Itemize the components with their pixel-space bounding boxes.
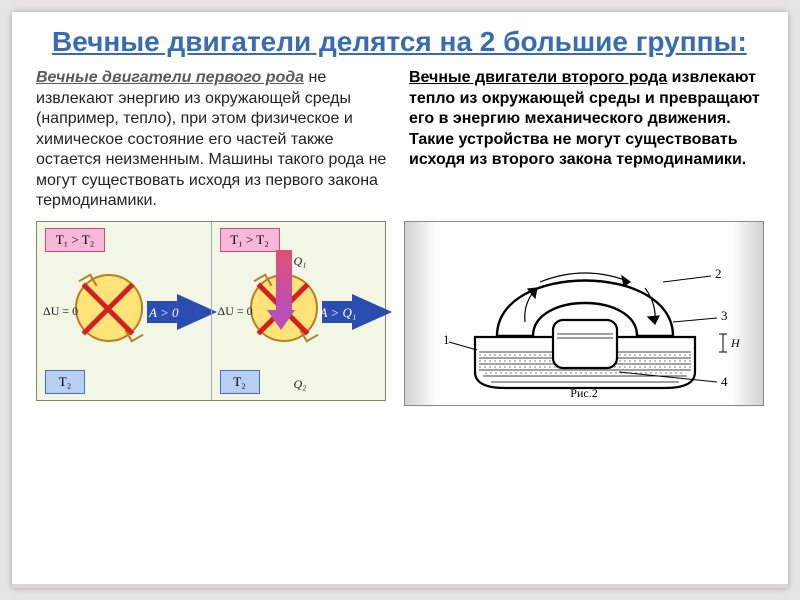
figure-right-caption: Рис.2 [405,386,763,401]
call-1: 1 [443,332,450,347]
panel-1: T₁ > T₂ T₂ A > 0 ΔU = 0 [37,222,211,400]
left-column: Вечные двигатели первого рода не извлека… [36,68,391,211]
slide-title: Вечные двигатели делятся на 2 большие гр… [12,12,788,68]
chip-t1b: T₁ > T₂ [220,228,280,252]
slide: Вечные двигатели делятся на 2 большие гр… [12,12,788,588]
edge-shadow [731,222,763,405]
chip-t2: T₂ [45,370,85,394]
torus-diagram: H 1 2 3 4 [405,222,765,407]
chip-t2b: T₂ [220,370,260,394]
left-lead: Вечные двигатели первого рода [36,69,304,86]
panel-2: T₁ > T₂ T₂ A > Q₁ ΔU = 0 Q₁ Q₂ [211,222,386,400]
figures-row: T₁ > T₂ T₂ A > 0 ΔU = 0 T₁ > T₂ T₂ A > Q… [12,211,788,406]
chip-t1: T₁ > T₂ [45,228,105,252]
content-columns: Вечные двигатели первого рода не извлека… [12,68,788,211]
left-paragraph: Вечные двигатели первого рода не извлека… [36,68,391,211]
q-arrow [273,250,295,330]
figure-left: T₁ > T₂ T₂ A > 0 ΔU = 0 T₁ > T₂ T₂ A > Q… [36,221,386,401]
arrow-label-1: A > 0 [149,305,178,321]
edge-shadow [405,222,437,405]
right-lead: Вечные двигатели второго рода [409,69,667,86]
q1-label: Q₁ [294,254,307,269]
arrow-label-2: A > Q₁ [320,305,357,321]
right-paragraph: Вечные двигатели второго рода извлекают … [409,68,764,170]
figure-right: H 1 2 3 4 Рис.2 [404,221,764,406]
left-body: не извлекают энергию из окружающей среды… [36,69,386,209]
cross-1 [73,274,143,344]
call-2: 2 [715,266,722,281]
call-3: 3 [721,308,728,323]
q2-label: Q₂ [294,377,307,392]
right-column: Вечные двигатели второго рода извлекают … [409,68,764,211]
work-arrow-2 [352,294,392,330]
